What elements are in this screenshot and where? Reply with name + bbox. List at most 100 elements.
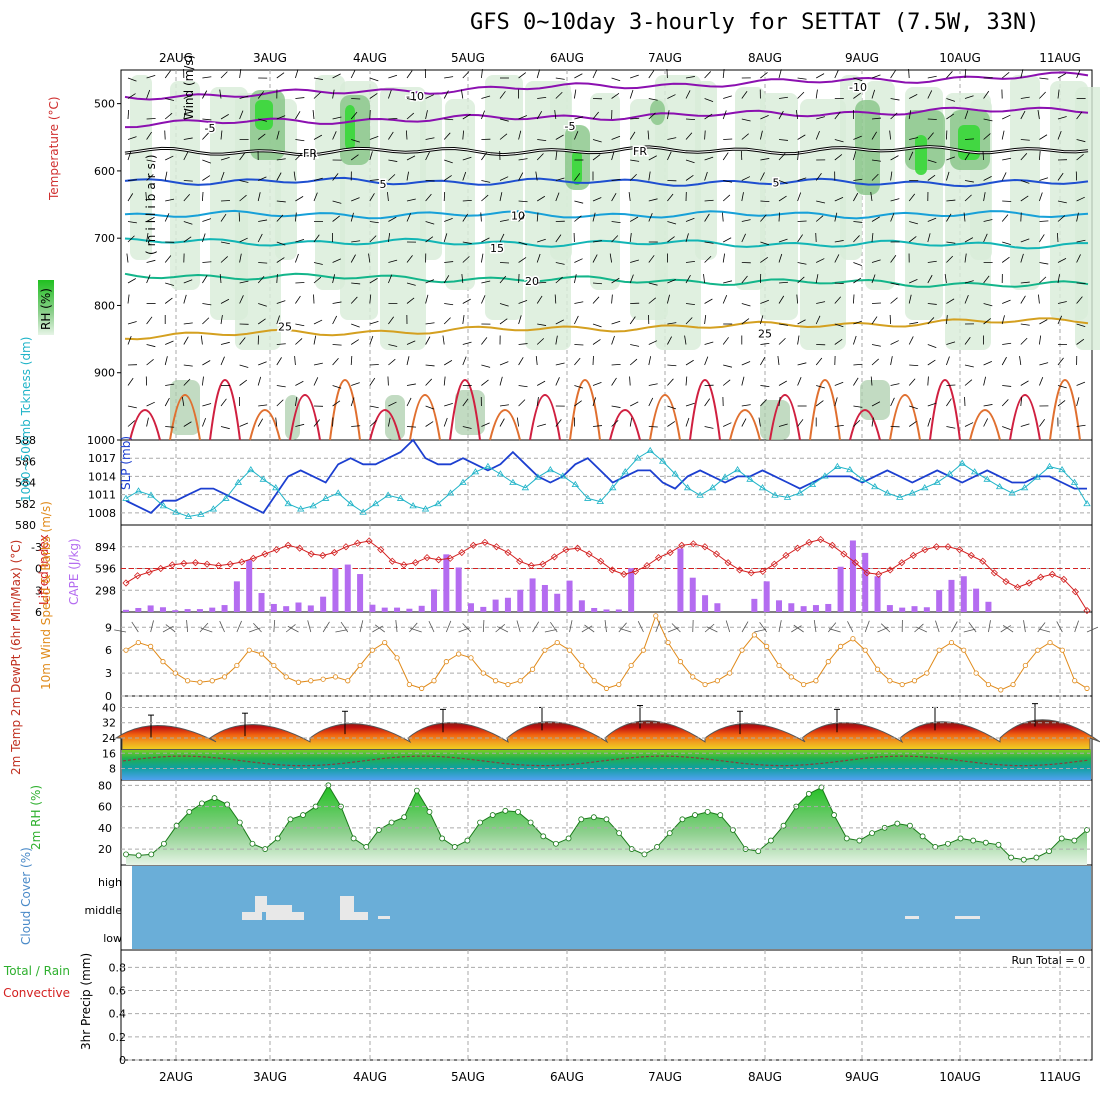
li-point [1037, 573, 1045, 581]
wind-barb [890, 254, 897, 263]
wind-barb [350, 111, 358, 120]
warm-contour-arch [929, 379, 961, 441]
wind-barb [927, 90, 933, 99]
rh-tick: 20 [98, 843, 112, 856]
wind-barb [927, 344, 937, 348]
wind-barb [648, 340, 658, 345]
cloud-label-high: high [98, 876, 122, 889]
wind-barb [574, 116, 584, 120]
warm-contour-arch [369, 409, 401, 441]
temp-tick: 24 [102, 732, 116, 745]
wind-barb [704, 71, 712, 79]
wind-barb-10m [725, 620, 731, 633]
wind-barb [685, 275, 691, 284]
wind-barb [146, 259, 156, 263]
wind-barb [443, 175, 452, 181]
wind-barb [388, 74, 398, 79]
wind-barb [685, 261, 695, 263]
li-point [747, 569, 755, 577]
thickness-point [1083, 499, 1091, 507]
rh-point [135, 852, 142, 859]
wind-barb [741, 275, 748, 284]
wind-barb [313, 151, 316, 161]
warm-contour-arch [609, 409, 641, 441]
wind-barb [1057, 200, 1067, 204]
wind-barb [890, 198, 900, 202]
li-point [724, 559, 732, 567]
wind-barb [704, 156, 714, 161]
isotherm-FR-inner [124, 146, 1089, 156]
cape-bar [369, 604, 376, 612]
wind-barb [499, 318, 508, 325]
wind-barb-10m [584, 624, 595, 633]
wind-barb [257, 376, 262, 386]
wind-barb [667, 110, 670, 120]
wind-barbs-group [126, 68, 1086, 430]
thickness-point [496, 470, 505, 477]
wind-barb [816, 200, 826, 204]
wind-barb [388, 131, 394, 140]
wind-barb [760, 241, 770, 246]
wind-barb-10m [968, 622, 977, 633]
rh-point [515, 808, 521, 815]
date-label-bottom: 5AUG [451, 1070, 485, 1084]
wind-barb [202, 376, 204, 386]
wind-barb [555, 362, 565, 366]
wind-speed-point [579, 662, 585, 669]
wind-barb [146, 316, 153, 325]
cloud-patch [955, 916, 980, 919]
dewpoint-band [122, 749, 1091, 780]
wind-speed-point [1010, 681, 1016, 688]
li-point [122, 579, 130, 587]
wind-barb [648, 255, 655, 263]
wind-barb [183, 336, 189, 345]
wind-barb [276, 357, 282, 366]
wind-barb [257, 91, 265, 99]
wind-barb [388, 89, 392, 99]
thickness-point [384, 491, 392, 498]
wind-barb [760, 200, 770, 203]
cape-bar [615, 609, 622, 612]
slp-tick: 1008 [88, 507, 116, 520]
date-label-bottom: 10AUG [939, 1070, 981, 1084]
thickness-point [284, 499, 292, 507]
wind-barb [704, 113, 713, 120]
cape-bar [948, 579, 955, 612]
wind-barb [611, 221, 621, 223]
li-point [689, 540, 697, 548]
wind-barb [815, 89, 818, 99]
wind-barb [220, 114, 229, 120]
wind-barb [406, 155, 416, 161]
wind-barb [276, 172, 282, 181]
wind-barb [332, 173, 339, 181]
wind-barb-10m [374, 624, 385, 633]
wind-barb [853, 419, 861, 427]
wind-barb [611, 135, 621, 140]
wind-speed-point [529, 666, 536, 672]
wind-barb [1020, 380, 1029, 386]
wind-barb [722, 110, 727, 120]
wind-speed-point [431, 678, 437, 684]
wind-barb [760, 130, 763, 140]
wind-barb [592, 139, 602, 143]
wind-speed-point [1084, 685, 1090, 691]
rh-lowlevel-blob [860, 380, 890, 420]
thickness-point [509, 478, 517, 485]
cape-bar [147, 605, 154, 612]
thickness-point [197, 510, 205, 517]
wind-barb [1039, 276, 1047, 284]
wind-barb-10m [1074, 620, 1079, 633]
wind-speed-point [702, 681, 708, 688]
wind-barb [369, 278, 378, 284]
thickness-point [247, 465, 255, 473]
wind-barb [648, 282, 658, 286]
wind-barb [332, 200, 342, 204]
chart-title: GFS 0~10day 3-hourly for SETTAT (7.5W, 3… [470, 10, 1040, 35]
wind-barb [741, 418, 747, 427]
thickness-point [159, 502, 168, 509]
wind-barb [870, 376, 873, 386]
li-point [875, 570, 883, 578]
wind-barb [834, 139, 844, 143]
wind-barb [648, 171, 651, 181]
rh-saturated-blob [958, 125, 980, 160]
